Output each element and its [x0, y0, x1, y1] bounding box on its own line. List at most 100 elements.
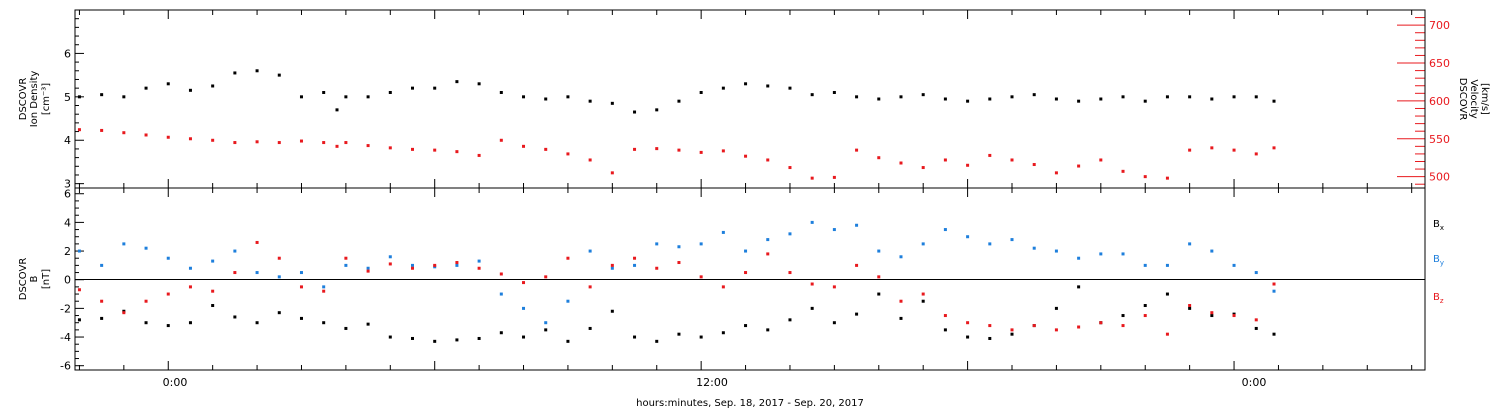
- bz-point: [988, 324, 992, 328]
- bz-point: [766, 252, 770, 256]
- by-point: [1121, 252, 1125, 256]
- bz-point: [1099, 321, 1103, 325]
- by-point: [1254, 271, 1258, 275]
- top-series-1-point: [1010, 158, 1014, 162]
- top-series-1-point: [721, 149, 725, 153]
- bz-point: [788, 271, 792, 275]
- top-series-1-point: [988, 153, 992, 157]
- bx-point: [1165, 292, 1169, 296]
- top-series-0-point: [522, 95, 526, 99]
- bx-point: [1188, 306, 1192, 310]
- by-point: [188, 266, 192, 270]
- top-series-1-point: [388, 146, 392, 150]
- top-series-0-point: [1054, 97, 1058, 101]
- top-series-0-point: [322, 90, 326, 94]
- top-left-ylabel-line2: Ion Density: [29, 71, 40, 128]
- bz-point: [921, 292, 925, 296]
- legend-bx-letter: B: [1433, 219, 1440, 230]
- bx-point: [411, 336, 414, 340]
- bx-point: [322, 321, 326, 325]
- by-point: [943, 228, 947, 232]
- top-series-0-point: [588, 99, 592, 103]
- top-series-0-point: [100, 93, 104, 97]
- bx-point: [366, 322, 370, 326]
- bz-point: [1210, 311, 1214, 315]
- bz-point: [1121, 324, 1125, 328]
- bottom-left-tick-label: -2: [60, 302, 71, 315]
- top-left-tick-label: 4: [64, 134, 71, 147]
- top-series-0-point: [1210, 97, 1214, 101]
- top-right-tick-label: 700: [1429, 19, 1450, 32]
- top-series-0-point: [766, 84, 770, 88]
- top-series-0-point: [499, 90, 503, 94]
- bx-point: [766, 328, 770, 332]
- bx-point: [1210, 314, 1214, 318]
- top-series-1-point: [255, 140, 259, 144]
- bz-point: [299, 285, 303, 289]
- top-series-0-point: [388, 90, 392, 94]
- top-series-0-point: [211, 84, 215, 88]
- bz-point: [544, 275, 548, 279]
- bz-point: [699, 275, 703, 279]
- bz-point: [122, 311, 126, 315]
- bx-point: [477, 336, 481, 340]
- by-point: [322, 285, 326, 289]
- top-series-1-point: [588, 158, 592, 162]
- top-series-0-point: [1188, 95, 1192, 99]
- top-series-1-point: [433, 148, 437, 152]
- by-point: [1210, 249, 1214, 253]
- bz-point: [943, 314, 947, 318]
- top-series-0-point: [1165, 95, 1169, 99]
- bx-point: [1077, 285, 1081, 289]
- top-series-1-point: [1121, 169, 1125, 173]
- top-series-0-point: [1232, 95, 1236, 99]
- by-point: [166, 256, 170, 260]
- bx-point: [344, 326, 348, 330]
- by-point: [388, 255, 392, 259]
- legend-bx: Bx: [1433, 219, 1444, 232]
- top-series-1-point: [499, 138, 503, 142]
- top-series-0-point: [255, 69, 259, 73]
- by-point: [699, 242, 703, 246]
- bz-point: [1143, 314, 1147, 318]
- by-point: [633, 263, 637, 267]
- bx-point: [921, 299, 925, 303]
- bottom-left-tick-label: 6: [64, 188, 71, 201]
- top-right-tick-label: 600: [1429, 95, 1450, 108]
- bz-point: [810, 282, 814, 286]
- bz-point: [1254, 318, 1258, 322]
- bx-point: [433, 339, 437, 343]
- top-series-1-point: [77, 128, 81, 132]
- top-series-0-point: [277, 73, 281, 77]
- bx-point: [610, 309, 614, 313]
- top-series-1-point: [1143, 175, 1147, 179]
- top-series-1-point: [855, 148, 859, 152]
- top-series-1-point: [1210, 146, 1214, 150]
- top-series-1-point: [810, 176, 814, 180]
- top-series-1-point: [832, 175, 836, 179]
- top-series-0-point: [566, 95, 570, 99]
- by-point: [1188, 242, 1192, 246]
- legend-bz-letter: B: [1433, 292, 1440, 303]
- top-series-0-point: [477, 82, 481, 86]
- bottom-left-tick-label: 4: [64, 216, 71, 229]
- by-point: [411, 263, 414, 267]
- top-series-0-point: [335, 108, 339, 112]
- by-point: [810, 220, 814, 224]
- bz-point: [144, 299, 148, 303]
- by-point: [522, 306, 526, 310]
- by-point: [477, 259, 481, 263]
- top-series-1-point: [921, 166, 925, 170]
- bz-point: [322, 289, 326, 293]
- top-series-1-point: [322, 141, 326, 145]
- legend-bx-subscript: x: [1440, 224, 1444, 232]
- bx-point: [166, 324, 170, 328]
- by-point: [1032, 246, 1036, 250]
- top-series-0-point: [544, 97, 548, 101]
- bottom-left-tick-label: 0: [64, 274, 71, 287]
- by-point: [299, 271, 303, 275]
- top-series-1-point: [566, 152, 570, 156]
- top-series-0-point: [166, 82, 170, 86]
- top-series-1-point: [100, 128, 104, 132]
